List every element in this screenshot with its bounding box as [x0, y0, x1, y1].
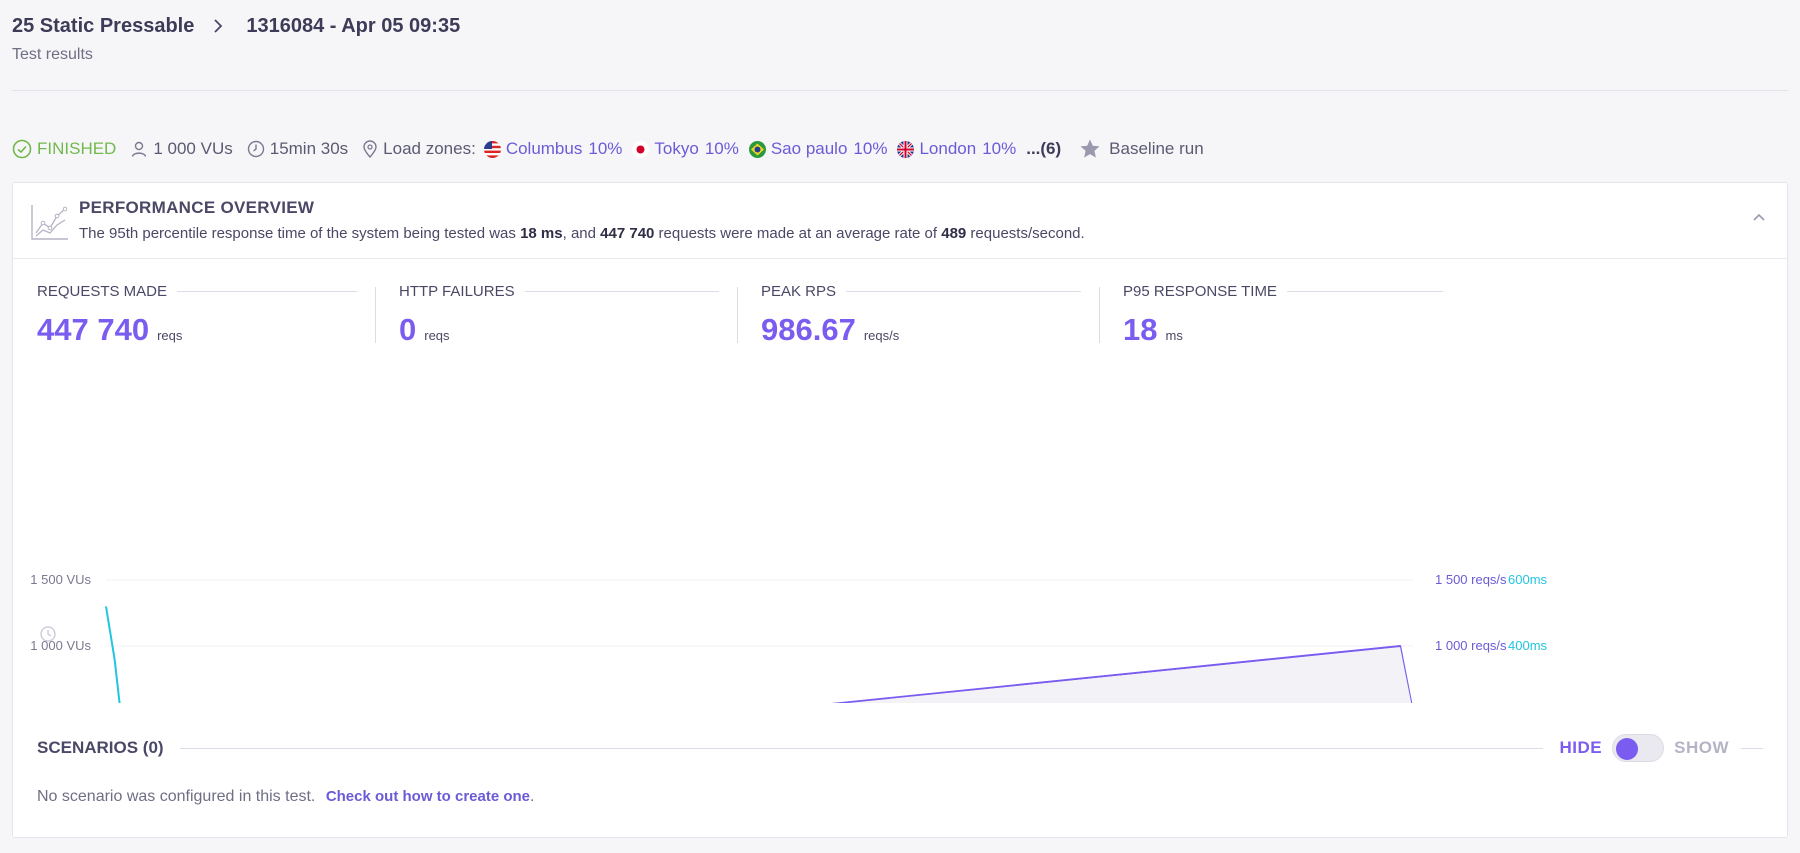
baseline-text: Baseline run — [1109, 139, 1204, 158]
user-icon — [132, 141, 147, 157]
run-status-bar: FINISHED 1 000 VUs 15min 30s Load zones:… — [12, 136, 1218, 162]
clock-icon — [247, 140, 264, 158]
scenarios-title: SCENARIOS (0) — [37, 738, 164, 757]
metric-unit: reqs — [157, 328, 183, 343]
create-scenario-link[interactable]: Check out how to create one — [325, 788, 531, 805]
header-divider — [12, 90, 1788, 91]
requests-value: 447 740 — [600, 225, 655, 242]
scenarios-header: SCENARIOS (0) HIDE SHOW — [37, 733, 1763, 763]
zone-pct: 10% — [588, 139, 623, 158]
zone-name[interactable]: Sao paulo — [770, 139, 848, 158]
metric-divider — [375, 287, 376, 343]
us-flag-icon — [483, 140, 501, 158]
metric-label: HTTP FAILURES — [399, 283, 515, 300]
load-zones-label: Load zones: — [383, 139, 476, 158]
vus-text: 1 000 VUs — [153, 139, 233, 158]
metric-label: P95 RESPONSE TIME — [1123, 283, 1277, 300]
scenarios-toggle[interactable] — [1612, 734, 1665, 762]
br-flag-icon — [748, 140, 766, 158]
p95-value: 18 ms — [520, 225, 563, 242]
y-tick-label: 1 500 VUs — [30, 572, 91, 587]
baseline-run[interactable]: Baseline run — [1079, 138, 1204, 160]
metric-p95-response-time: P95 RESPONSE TIME 18 ms — [1123, 283, 1443, 348]
status-text: FINISHED — [37, 139, 117, 158]
scenarios-empty-text: No scenario was configured in this test. — [37, 788, 316, 805]
y-tick-label: 1 000 VUs — [30, 638, 91, 653]
y-right-ms-tick: 400ms — [1508, 638, 1548, 653]
more-zones-link[interactable]: ...(6) — [1026, 139, 1062, 158]
zone-name[interactable]: London — [919, 139, 977, 158]
rate-value: 489 — [941, 225, 967, 242]
zone-pct: 10% — [853, 139, 888, 158]
show-label[interactable]: SHOW — [1674, 738, 1729, 757]
hide-label[interactable]: HIDE — [1559, 738, 1603, 757]
series-line[interactable] — [106, 645, 1413, 703]
page-subtitle: Test results — [12, 46, 93, 63]
location-pin-icon — [363, 140, 377, 158]
performance-header[interactable]: PERFORMANCE OVERVIEW The 95th percentile… — [13, 183, 1787, 259]
metric-label: REQUESTS MADE — [37, 283, 168, 300]
check-circle-icon — [12, 139, 32, 159]
star-icon — [1080, 139, 1100, 158]
y-right-ms-tick: 600ms — [1508, 572, 1548, 587]
series-line[interactable] — [105, 606, 1413, 703]
zone-pct: 10% — [982, 139, 1017, 158]
breadcrumb: 25 Static Pressable 1316084 - Apr 05 09:… — [12, 12, 460, 40]
zone-pct: 10% — [704, 139, 739, 158]
status-badge: FINISHED — [12, 139, 116, 159]
scenarios-message: No scenario was configured in this test.… — [37, 788, 535, 805]
metric-unit: reqs/s — [863, 328, 900, 343]
breadcrumb-project[interactable]: 25 Static Pressable — [12, 14, 195, 37]
y-right-rps-tick: 1 500 reqs/s — [1435, 572, 1507, 587]
duration-text: 15min 30s — [269, 139, 349, 158]
metric-divider — [1099, 287, 1100, 343]
timeline-clock-icon[interactable] — [40, 626, 56, 642]
performance-title: PERFORMANCE OVERVIEW — [79, 198, 315, 217]
page-header: 25 Static Pressable 1316084 - Apr 05 09:… — [12, 12, 460, 64]
jp-flag-icon — [632, 140, 650, 158]
metric-value: 0 — [399, 312, 417, 347]
performance-chart[interactable]: 0 VUs0 reqs/s0ms500 VUs500 reqs/s200ms1 … — [13, 433, 1789, 703]
vus-info: 1 000 VUs — [130, 139, 233, 159]
chevron-up-icon[interactable] — [1751, 209, 1767, 225]
metric-value: 986.67 — [761, 312, 856, 347]
load-zones: Load zones: Columbus 10% Tokyo 10% Sao p… — [362, 139, 1079, 159]
line-chart-icon — [31, 205, 68, 240]
metric-requests-made: REQUESTS MADE 447 740 reqs — [37, 283, 357, 348]
metric-value: 18 — [1123, 312, 1158, 347]
zone-name[interactable]: Columbus — [505, 139, 583, 158]
metric-unit: reqs — [424, 328, 450, 343]
chevron-right-icon — [214, 19, 223, 33]
metric-divider — [737, 287, 738, 343]
breadcrumb-run: 1316084 - Apr 05 09:35 — [246, 14, 461, 37]
uk-flag-icon — [897, 140, 915, 158]
y-right-rps-tick: 1 000 reqs/s — [1435, 638, 1507, 653]
duration-info: 15min 30s — [247, 139, 348, 159]
metric-label: PEAK RPS — [761, 283, 837, 300]
metric-unit: ms — [1165, 328, 1183, 343]
series-area — [848, 647, 1412, 703]
performance-card: PERFORMANCE OVERVIEW The 95th percentile… — [12, 182, 1788, 838]
metric-peak-rps: PEAK RPS 986.67 reqs/s — [761, 283, 1081, 348]
performance-description: The 95th percentile response time of the… — [79, 225, 1085, 242]
zone-name[interactable]: Tokyo — [654, 139, 699, 158]
metric-value: 447 740 — [37, 312, 150, 347]
metric-http-failures: HTTP FAILURES 0 reqs — [399, 283, 719, 348]
